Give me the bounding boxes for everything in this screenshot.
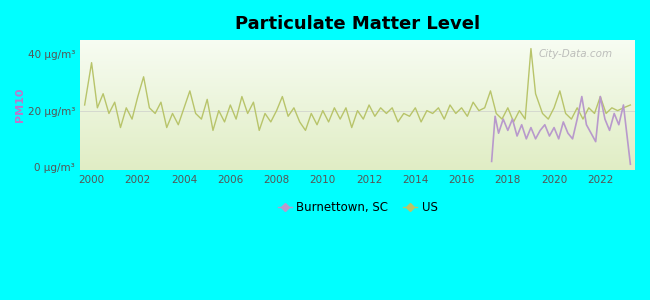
Text: City-Data.com: City-Data.com [539, 49, 613, 59]
Title: Particulate Matter Level: Particulate Matter Level [235, 15, 480, 33]
Y-axis label: PM10: PM10 [15, 88, 25, 122]
Legend: Burnettown, SC, US: Burnettown, SC, US [273, 196, 442, 218]
